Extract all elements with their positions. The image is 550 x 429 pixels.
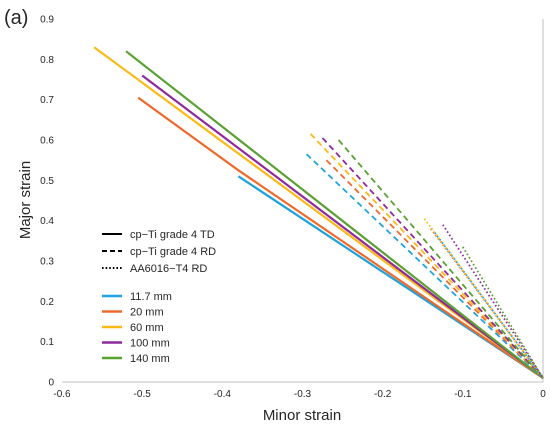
series-line-14	[462, 246, 544, 379]
series-line-9	[337, 139, 544, 379]
x-tick-label: -0.3	[294, 389, 312, 400]
y-tick-label: 0.1	[40, 337, 54, 348]
axes	[62, 19, 544, 383]
x-tick-label: -0.4	[214, 389, 232, 400]
series-line-12	[423, 218, 544, 379]
y-tick-label: 0	[48, 378, 54, 389]
y-axis-label: Major strain	[17, 161, 34, 239]
series-line-5	[305, 153, 544, 379]
x-tick-label: -0.2	[374, 389, 392, 400]
legend-style-label: cp−Ti grade 4 TD	[130, 229, 215, 241]
series-line-6	[325, 159, 544, 379]
legend: cp−Ti grade 4 TD cp−Ti grade 4 RD AA6016−T…	[102, 229, 216, 365]
x-tick-label: -0.6	[53, 389, 71, 400]
y-tick-labels: 0 0.1 0.2 0.3 0.4 0.5 0.6 0.7 0.8 0.9	[40, 15, 54, 389]
y-tick-label: 0.4	[40, 216, 54, 227]
y-tick-label: 0.5	[40, 176, 54, 187]
x-tick-label: 0	[540, 389, 546, 400]
legend-color-label: 100 mm	[130, 338, 170, 350]
legend-color-label: 11.7 mm	[130, 291, 172, 303]
series-line-3	[141, 74, 544, 379]
x-tick-labels: -0.6 -0.5 -0.4 -0.3 -0.2 -0.1 0	[53, 389, 546, 400]
series-line-8	[321, 137, 544, 379]
legend-style-label: AA6016−T4 RD	[130, 263, 207, 275]
x-tick-label: -0.1	[454, 389, 472, 400]
y-tick-label: 0.9	[40, 15, 54, 26]
series-line-13	[442, 224, 544, 379]
legend-style-label: cp−Ti grade 4 RD	[130, 246, 216, 258]
y-tick-label: 0.8	[40, 55, 54, 66]
y-tick-label: 0.6	[40, 136, 54, 147]
legend-color-label: 20 mm	[130, 307, 164, 319]
x-tick-label: -0.5	[134, 389, 152, 400]
y-tick-label: 0.3	[40, 257, 54, 268]
legend-color-label: 140 mm	[130, 353, 170, 365]
series-line-4	[125, 50, 544, 379]
y-tick-label: 0.7	[40, 95, 54, 106]
series-lines	[93, 46, 544, 379]
legend-color-label: 60 mm	[130, 322, 164, 334]
series-line-1	[137, 96, 544, 379]
y-tick-label: 0.2	[40, 297, 54, 308]
x-axis-label: Minor strain	[263, 407, 341, 424]
series-line-7	[309, 133, 544, 379]
panel-label: (a)	[4, 7, 28, 29]
